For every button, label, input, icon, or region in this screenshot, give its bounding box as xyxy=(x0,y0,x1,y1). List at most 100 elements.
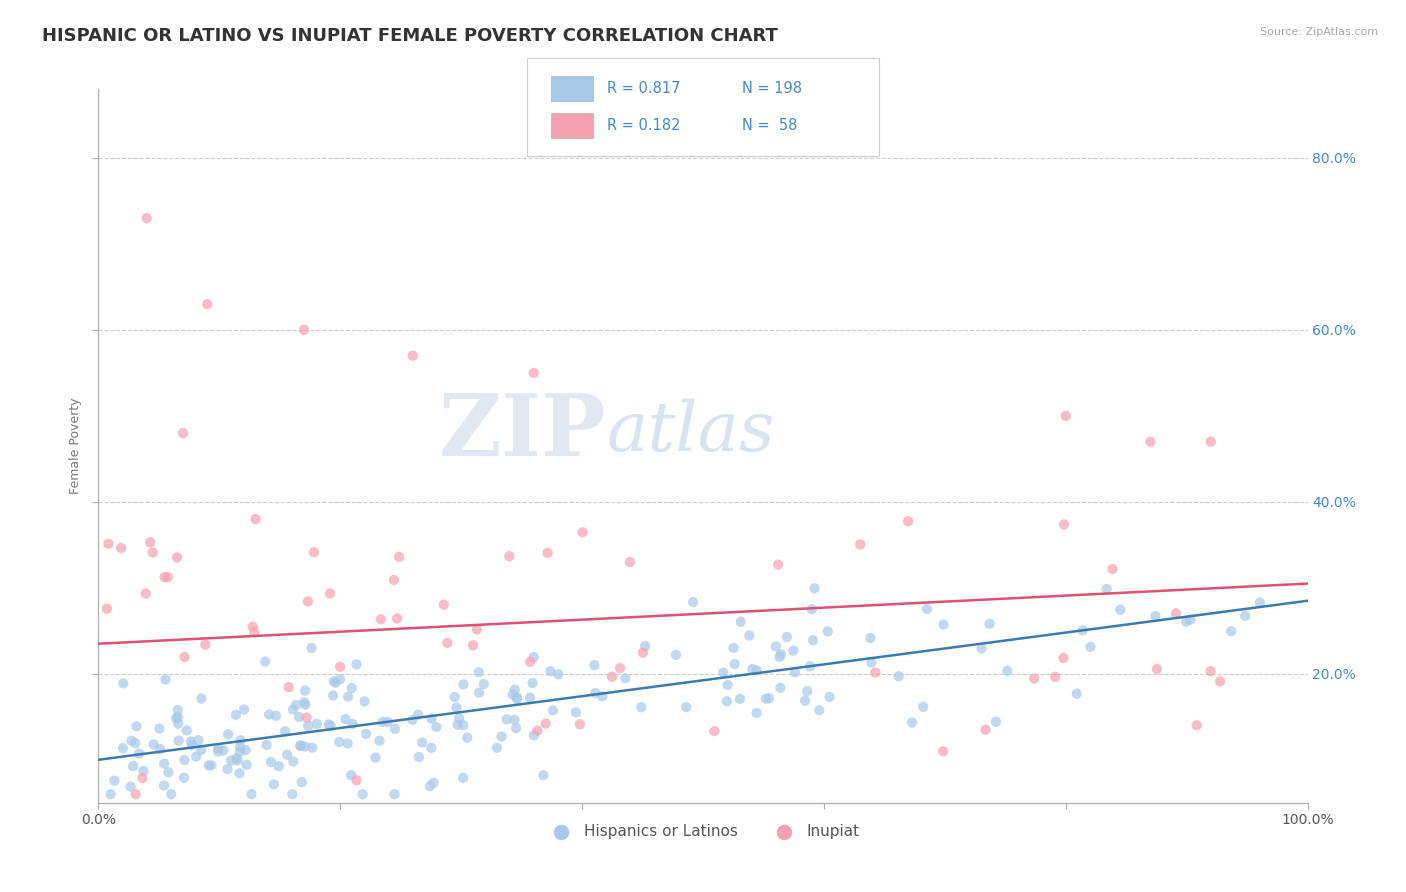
Point xyxy=(1164,607,1187,621)
Point xyxy=(112,676,135,690)
Point xyxy=(290,739,312,753)
Point xyxy=(519,690,541,705)
Point xyxy=(267,759,290,773)
Point xyxy=(217,762,239,776)
Point xyxy=(195,297,218,311)
Point xyxy=(534,716,557,731)
Text: R = 0.817: R = 0.817 xyxy=(607,81,681,95)
Point xyxy=(229,745,252,759)
Point xyxy=(225,707,247,722)
Text: N = 198: N = 198 xyxy=(742,81,803,95)
Point xyxy=(1185,718,1208,732)
Point xyxy=(190,743,212,757)
Point xyxy=(292,323,315,337)
Point xyxy=(768,649,790,664)
Point xyxy=(194,638,217,652)
Point xyxy=(503,713,526,727)
Point xyxy=(302,545,325,559)
Point xyxy=(901,715,924,730)
Point xyxy=(281,702,304,716)
Point xyxy=(228,766,250,780)
Point xyxy=(782,643,804,657)
Point xyxy=(142,738,165,752)
Point xyxy=(915,602,938,616)
Point xyxy=(180,734,202,748)
Point xyxy=(979,616,1001,631)
Point xyxy=(411,736,433,750)
Point xyxy=(153,779,176,793)
Point xyxy=(422,776,444,790)
Point xyxy=(173,650,195,665)
Point xyxy=(491,730,513,744)
Point xyxy=(385,611,408,625)
Point xyxy=(148,722,170,736)
Point xyxy=(125,787,148,801)
Point xyxy=(912,699,935,714)
Point xyxy=(1146,662,1168,676)
Point xyxy=(583,658,606,673)
Point xyxy=(342,717,364,731)
Point xyxy=(849,537,872,551)
Point xyxy=(860,656,883,670)
Point xyxy=(406,707,429,722)
Point xyxy=(155,673,177,687)
Point xyxy=(1053,517,1076,532)
Point xyxy=(783,665,806,680)
Point xyxy=(1180,613,1202,627)
Point xyxy=(433,598,456,612)
Point xyxy=(796,684,818,698)
Point xyxy=(335,712,357,726)
Point xyxy=(190,691,212,706)
Point xyxy=(325,675,347,690)
Point xyxy=(125,719,148,733)
Legend: Hispanics or Latinos, Inupiat: Hispanics or Latinos, Inupiat xyxy=(540,818,866,845)
Point xyxy=(730,615,752,629)
Point xyxy=(675,700,697,714)
Point xyxy=(264,709,287,723)
Point xyxy=(728,692,751,706)
Point xyxy=(591,690,613,704)
Point xyxy=(132,764,155,778)
Point xyxy=(285,698,308,712)
Point xyxy=(461,638,484,652)
Point xyxy=(536,546,558,560)
Point xyxy=(1199,664,1222,678)
Point xyxy=(865,665,887,680)
Point xyxy=(122,759,145,773)
Point xyxy=(711,665,734,680)
Point xyxy=(765,640,787,654)
Point xyxy=(153,756,176,771)
Point xyxy=(420,740,443,755)
Point xyxy=(235,757,257,772)
Point xyxy=(156,570,179,584)
Point xyxy=(723,657,745,671)
Point xyxy=(523,366,546,380)
Point xyxy=(522,676,544,690)
Point xyxy=(149,742,172,756)
Text: N =  58: N = 58 xyxy=(742,119,797,133)
Point xyxy=(295,710,318,724)
Point xyxy=(758,691,780,706)
Point xyxy=(294,739,316,754)
Point xyxy=(419,779,441,793)
Point xyxy=(1249,596,1271,610)
Point xyxy=(505,721,527,735)
Point xyxy=(328,735,350,749)
Point xyxy=(160,787,183,801)
Point xyxy=(297,594,319,608)
Point xyxy=(502,688,524,702)
Point xyxy=(384,787,406,801)
Point xyxy=(371,714,394,729)
Point xyxy=(301,640,323,655)
Point xyxy=(1175,615,1198,629)
Text: ZIP: ZIP xyxy=(439,390,606,474)
Point xyxy=(631,646,654,660)
Point xyxy=(887,669,910,683)
Point xyxy=(1209,674,1232,689)
Point xyxy=(364,750,387,764)
Point xyxy=(167,733,190,747)
Point xyxy=(526,723,548,738)
Point xyxy=(485,740,508,755)
Point xyxy=(800,602,823,616)
Point xyxy=(519,655,541,669)
